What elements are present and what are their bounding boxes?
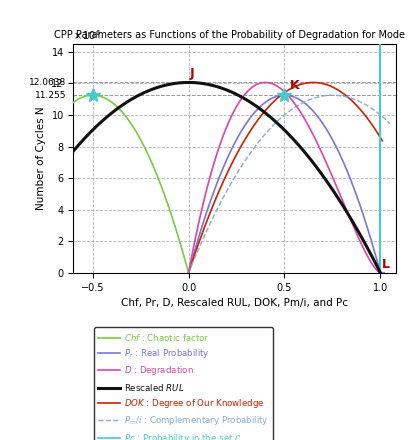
- X-axis label: Chf, Pr, D, Rescaled RUL, DOK, Pm/i, and Pc: Chf, Pr, D, Rescaled RUL, DOK, Pm/i, and…: [121, 298, 348, 308]
- Legend: $\mathit{Chf}$ : Chaotic factor, $\mathit{P_r}$ : Real Probability, $\mathit{D}$: $\mathit{Chf}$ : Chaotic factor, $\mathi…: [94, 327, 273, 440]
- Text: K: K: [290, 79, 300, 92]
- Text: J: J: [190, 67, 195, 80]
- Title: CPP Parameters as Functions of the Probability of Degradation for Mode 2: CPP Parameters as Functions of the Proba…: [54, 30, 408, 40]
- Text: $\times\,10^6$: $\times\,10^6$: [73, 28, 102, 42]
- Text: L: L: [382, 258, 390, 271]
- Y-axis label: Number of Cycles N: Number of Cycles N: [36, 106, 46, 210]
- Text: 12.0638: 12.0638: [29, 78, 67, 87]
- Text: 11.255: 11.255: [35, 91, 67, 100]
